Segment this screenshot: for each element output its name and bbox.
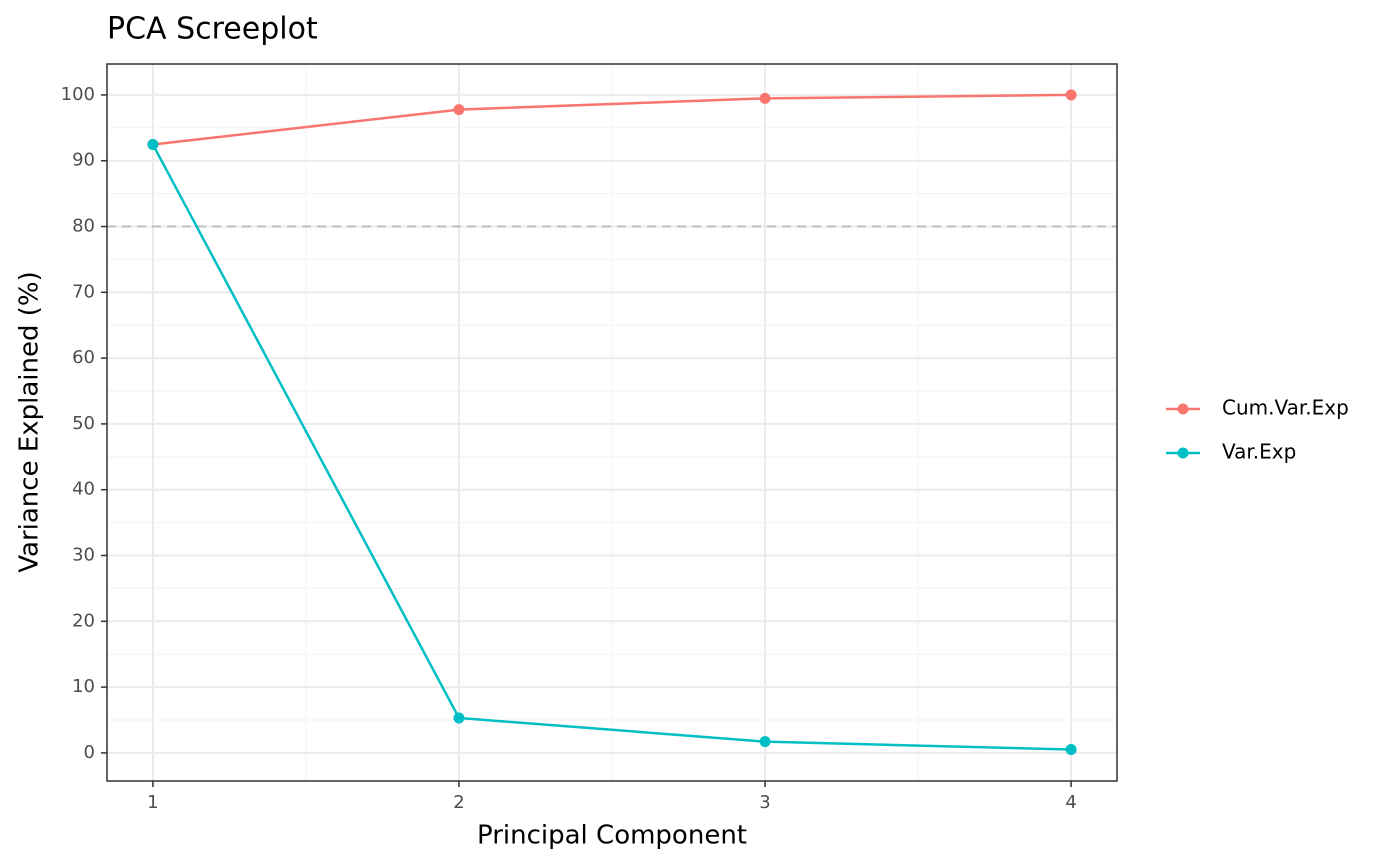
data-point [1065, 89, 1077, 101]
series-line [152, 93, 1072, 146]
y-tick-label: 90 [72, 150, 95, 171]
data-point [147, 139, 159, 151]
data-point [453, 712, 465, 724]
y-tick-label: 80 [72, 216, 95, 237]
data-point [759, 736, 771, 748]
y-tick-label: 20 [72, 610, 95, 631]
plot-border [106, 63, 1118, 782]
x-tick-label: 4 [1065, 792, 1076, 813]
y-tick-label: 70 [72, 281, 95, 302]
y-tick-label: 10 [72, 676, 95, 697]
data-point [453, 104, 465, 116]
x-axis-label: Principal Component [477, 821, 747, 851]
y-tick-label: 100 [61, 84, 95, 105]
x-tick-label: 3 [759, 792, 770, 813]
series-line [151, 143, 1072, 751]
legend-label: Cum.Var.Exp [1222, 396, 1349, 420]
y-tick-label: 30 [72, 545, 95, 566]
y-tick-label: 60 [72, 347, 95, 368]
legend-label: Var.Exp [1222, 440, 1296, 464]
y-tick-label: 0 [84, 742, 95, 763]
legend-key-point [1177, 447, 1189, 459]
data-point [1065, 743, 1077, 755]
y-axis-label: Variance Explained (%) [15, 271, 45, 573]
y-tick-label: 40 [72, 479, 95, 500]
y-tick-label: 50 [72, 413, 95, 434]
chart-title: PCA Screeplot [107, 12, 318, 47]
x-tick-label: 2 [453, 792, 464, 813]
data-point [759, 92, 771, 104]
legend-key-point [1177, 403, 1189, 415]
x-tick-label: 1 [147, 792, 158, 813]
